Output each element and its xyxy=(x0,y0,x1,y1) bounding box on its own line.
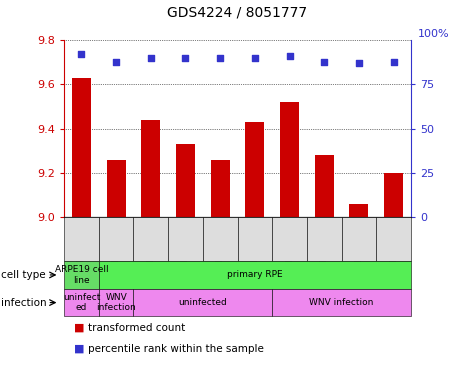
Text: cell type: cell type xyxy=(1,270,46,280)
Text: 100%: 100% xyxy=(418,28,449,38)
Text: primary RPE: primary RPE xyxy=(227,270,283,280)
Text: percentile rank within the sample: percentile rank within the sample xyxy=(88,344,264,354)
Point xyxy=(286,53,294,59)
Text: WNV
infection: WNV infection xyxy=(96,293,136,312)
Point xyxy=(390,58,397,65)
Text: uninfected: uninfected xyxy=(179,298,227,307)
Point xyxy=(251,55,259,61)
Text: infection: infection xyxy=(1,298,47,308)
Bar xyxy=(210,159,230,217)
Point xyxy=(78,51,86,58)
Text: uninfect
ed: uninfect ed xyxy=(63,293,100,312)
Bar xyxy=(245,122,265,217)
Text: transformed count: transformed count xyxy=(88,323,185,333)
Point xyxy=(355,60,363,66)
Bar xyxy=(176,144,195,217)
Point xyxy=(181,55,189,61)
Text: ARPE19 cell
line: ARPE19 cell line xyxy=(55,265,108,285)
Bar xyxy=(141,120,161,217)
Bar xyxy=(106,159,126,217)
Text: WNV infection: WNV infection xyxy=(309,298,374,307)
Point xyxy=(147,55,155,61)
Point xyxy=(113,58,120,65)
Text: ■: ■ xyxy=(74,344,84,354)
Point xyxy=(320,58,328,65)
Bar xyxy=(384,173,403,217)
Text: ■: ■ xyxy=(74,323,84,333)
Bar xyxy=(314,155,334,217)
Bar xyxy=(349,204,369,217)
Bar xyxy=(280,102,299,217)
Bar xyxy=(72,78,91,217)
Text: GDS4224 / 8051777: GDS4224 / 8051777 xyxy=(167,5,308,19)
Point xyxy=(217,55,224,61)
